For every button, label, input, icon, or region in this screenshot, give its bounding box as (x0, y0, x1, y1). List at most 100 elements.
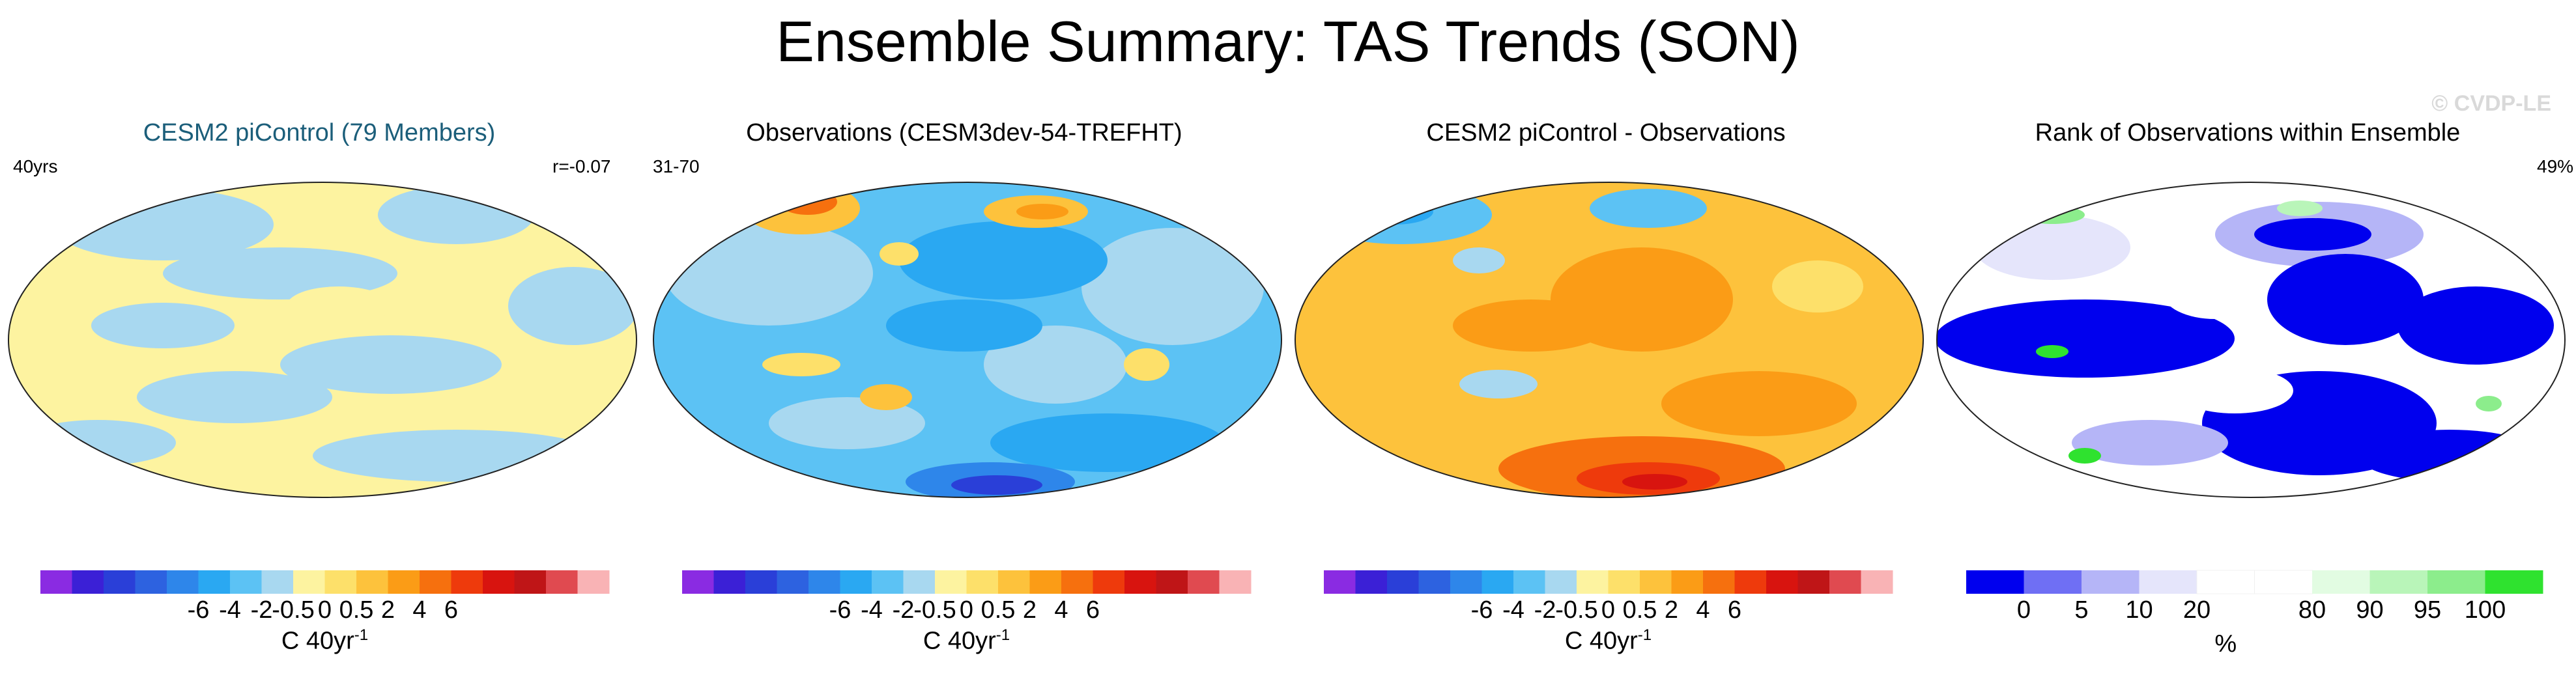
panel-2-colorbar-cell (840, 570, 872, 594)
panel-1-colorbar-tick-label: 0 (317, 596, 332, 624)
panel-4-map (1937, 182, 2565, 497)
panel-1-years-note: 40yrs (13, 156, 58, 176)
panel-1-colorbar-cell (167, 570, 199, 594)
panel-2-colorbar-cell (777, 570, 809, 594)
panel-2-colorbar-unit: C 40yr-1 (923, 626, 1010, 655)
panel-1-colorbar-cell (135, 570, 167, 594)
panel-2-colorbar-cell (966, 570, 999, 594)
panel-4-colorbar-tick-label: 90 (2356, 596, 2384, 624)
panel-1-colorbar-tick-label: 2 (380, 596, 395, 624)
panel-3-colorbar-cell (1829, 570, 1861, 594)
panel-2-colorbar-cell (1219, 570, 1252, 594)
panel-1-colorbar-cell (198, 570, 231, 594)
panel-1-colorbar-cell (388, 570, 420, 594)
panel-4-colorbar-cell (2254, 570, 2313, 594)
panel-1-colorbar-cell (356, 570, 388, 594)
panel-2-map (653, 182, 1281, 497)
panel-3-colorbar-cell (1513, 570, 1545, 594)
panel-4-colorbar-tick-label: 20 (2182, 596, 2211, 624)
panel-3-colorbar-tick-label: -6 (1470, 596, 1493, 624)
panel-3-colorbar-cell (1671, 570, 1704, 594)
panel-3-colorbar-cell (1387, 570, 1419, 594)
panel-3-colorbar-tick-label: 0 (1601, 596, 1616, 624)
panel-1-colorbar-cell (546, 570, 578, 594)
panel-2-colorbar-cell (1156, 570, 1188, 594)
panel-2-colorbar-tick-label: 4 (1054, 596, 1068, 624)
panel-4-colorbar-tick-label: 5 (2074, 596, 2089, 624)
panel-3-colorbar-cell (1797, 570, 1830, 594)
panel-1-colorbar-tick-label: -0.5 (272, 596, 315, 624)
panel-4-percent-note: 49% (2537, 156, 2574, 176)
panel-1-colorbar-cell (324, 570, 357, 594)
panel-3-title: CESM2 piControl - Observations (1426, 119, 1786, 146)
panel-1-title: CESM2 piControl (79 Members) (143, 119, 496, 146)
panel-3-colorbar-cell (1734, 570, 1767, 594)
panel-3-map (1295, 182, 1923, 497)
panel-3-colorbar-tick-label: -0.5 (1555, 596, 1598, 624)
panel-3-colorbar-tick-label: 0.5 (1622, 596, 1657, 624)
watermark-text: © CVDP-LE (2431, 91, 2551, 116)
panel-2-colorbar-cell (1093, 570, 1125, 594)
panel-3-colorbar-cell (1545, 570, 1577, 594)
panel-2-colorbar-cell (1061, 570, 1093, 594)
panel-1-colorbar-cell (104, 570, 136, 594)
panel-1-colorbar-tick-label: 4 (412, 596, 427, 624)
panel-3-colorbar-cell (1418, 570, 1451, 594)
panel-3-colorbar-tick-label: -4 (1502, 596, 1524, 624)
panel-3-colorbar-tick-label: -2 (1534, 596, 1556, 624)
panel-3-colorbar-cell (1766, 570, 1798, 594)
panel-2-colorbar-cell (935, 570, 967, 594)
panel-3-colorbar-tick-label: 6 (1727, 596, 1742, 624)
panel-1-colorbar-unit: C 40yr-1 (281, 626, 369, 655)
panel-3-colorbar-cell (1577, 570, 1609, 594)
panel-2-colorbar-cell (1188, 570, 1220, 594)
panel-2-colorbar-tick-label: 0 (959, 596, 974, 624)
panel-3-map-border (1295, 182, 1924, 498)
panel-1-correlation-note: r=-0.07 (552, 156, 611, 176)
panel-2-range-note: 31-70 (653, 156, 700, 176)
panel-3-colorbar-tick-label: 2 (1664, 596, 1679, 624)
panel-3-colorbar-unit: C 40yr-1 (1564, 626, 1652, 655)
panel-1-colorbar-cell (230, 570, 262, 594)
panel-1-colorbar-cell (577, 570, 610, 594)
panel-2-colorbar-tick-label: -2 (892, 596, 915, 624)
panel-2-colorbar-cell (1124, 570, 1156, 594)
panel-1-map-border (8, 182, 637, 498)
panel-1-colorbar-cell (514, 570, 547, 594)
panel-2-colorbar-cell (809, 570, 840, 594)
panel-4-colorbar-tick-label: 0 (2016, 596, 2031, 624)
panel-2-colorbar-tick-label: -6 (829, 596, 852, 624)
colorbars (40, 570, 2543, 594)
panel-2-title: Observations (CESM3dev-54-TREFHT) (746, 119, 1182, 146)
panel-4-colorbar-cell (2024, 570, 2082, 594)
panel-4-colorbar-cell (2082, 570, 2140, 594)
panel-4-colorbar-tick-label: 100 (2464, 596, 2506, 624)
panel-2-colorbar-tick-label: 6 (1085, 596, 1100, 624)
panel-1-colorbar-tick-label: 6 (444, 596, 459, 624)
panel-4-colorbar-tick-label: 10 (2125, 596, 2153, 624)
panel-3-colorbar-cell (1640, 570, 1672, 594)
panel-3-colorbar-cell (1703, 570, 1735, 594)
panel-4-title: Rank of Observations within Ensemble (2035, 119, 2461, 146)
panel-4-colorbar-cell (2196, 570, 2255, 594)
panel-1-colorbar-tick-label: -6 (187, 596, 210, 624)
panel-1-colorbar-cell (261, 570, 294, 594)
panel-3-colorbar-cell (1481, 570, 1514, 594)
panel-4-colorbar-tick-label: 80 (2298, 596, 2326, 624)
panel-3-colorbar-cell (1324, 570, 1356, 594)
panel-3-colorbar-cell (1355, 570, 1388, 594)
panel-2-colorbar-tick-label: -0.5 (913, 596, 956, 624)
panel-2-colorbar-cell (713, 570, 746, 594)
panel-4-colorbar-tick-label: 95 (2413, 596, 2442, 624)
panel-2-colorbar-cell (903, 570, 936, 594)
panel-2-colorbar-tick-label: -4 (861, 596, 883, 624)
panel-4-colorbar-cell (2485, 570, 2543, 594)
panel-2-colorbar-cell (682, 570, 714, 594)
panel-4-colorbar-unit: % (2214, 630, 2237, 658)
panel-4-colorbar-cell (1966, 570, 2024, 594)
panel-2-colorbar-cell (1029, 570, 1062, 594)
panel-3-colorbar-tick-label: 4 (1696, 596, 1710, 624)
panel-2-colorbar-tick-label: 2 (1022, 596, 1037, 624)
panel-4-colorbar-cell (2369, 570, 2428, 594)
